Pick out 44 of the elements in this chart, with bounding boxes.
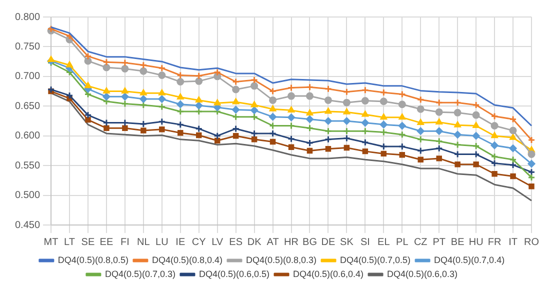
- y-tick-label: 0.450: [14, 220, 40, 231]
- x-tick-label: LV: [212, 236, 224, 248]
- x-tick-label: LT: [64, 236, 75, 248]
- y-tick-label: 0.500: [14, 190, 40, 202]
- x-tick-label: EE: [100, 236, 114, 248]
- x-tick-label: RO: [524, 236, 540, 248]
- y-tick-label: 0.700: [14, 71, 40, 82]
- legend-label: DQ4(0.5)(0.6,0.3): [387, 268, 458, 279]
- y-tick-label: 0.800: [14, 12, 40, 23]
- x-tick-label: HU: [468, 236, 484, 248]
- y-tick-label: 0.550: [14, 160, 40, 172]
- x-tick-label: SE: [81, 236, 95, 248]
- x-tick-label: IT: [508, 236, 518, 248]
- legend-label: DQ4(0.5)(0.8,0.5): [58, 254, 128, 265]
- legend-label: DQ4(0.5)(0.7,0.4): [434, 254, 505, 265]
- x-tick-label: HR: [284, 236, 298, 248]
- legend-label: DQ4(0.5)(0.7,0.3): [104, 268, 176, 279]
- x-tick-label: DK: [247, 236, 262, 248]
- x-tick-label: PT: [432, 236, 446, 248]
- legend-label: DQ4(0.5)(0.7,0.5): [340, 254, 411, 265]
- x-tick-label: BG: [302, 236, 318, 248]
- y-tick-label: 0.650: [14, 100, 40, 112]
- legend-label: DQ4(0.5)(0.6,0.5): [198, 268, 270, 279]
- x-tick-label: BE: [450, 236, 465, 248]
- x-tick-label: PL: [396, 236, 409, 248]
- x-tick-label: FR: [488, 236, 502, 248]
- x-tick-label: MT: [44, 236, 58, 248]
- x-tick-label: IE: [176, 236, 186, 248]
- x-tick-label: CZ: [414, 236, 428, 248]
- x-tick-label: EL: [378, 236, 390, 248]
- x-tick-label: AT: [266, 236, 279, 248]
- x-tick-label: CY: [192, 236, 206, 248]
- y-tick-label: 0.750: [14, 41, 40, 52]
- x-tick-label: NL: [137, 236, 150, 248]
- legend-label: DQ4(0.5)(0.8,0.3): [246, 254, 317, 265]
- x-tick-label: SK: [340, 236, 354, 248]
- x-tick-label: FI: [120, 236, 130, 248]
- legend-label: DQ4(0.5)(0.6,0.4): [293, 268, 364, 279]
- x-tick-label: LU: [156, 236, 168, 248]
- x-tick-label: ES: [229, 236, 243, 248]
- legend-label: DQ4(0.5)(0.8,0.4): [152, 254, 222, 265]
- x-tick-label: DE: [321, 236, 336, 248]
- x-tick-label: SI: [360, 236, 370, 248]
- y-tick-label: 0.600: [14, 130, 40, 142]
